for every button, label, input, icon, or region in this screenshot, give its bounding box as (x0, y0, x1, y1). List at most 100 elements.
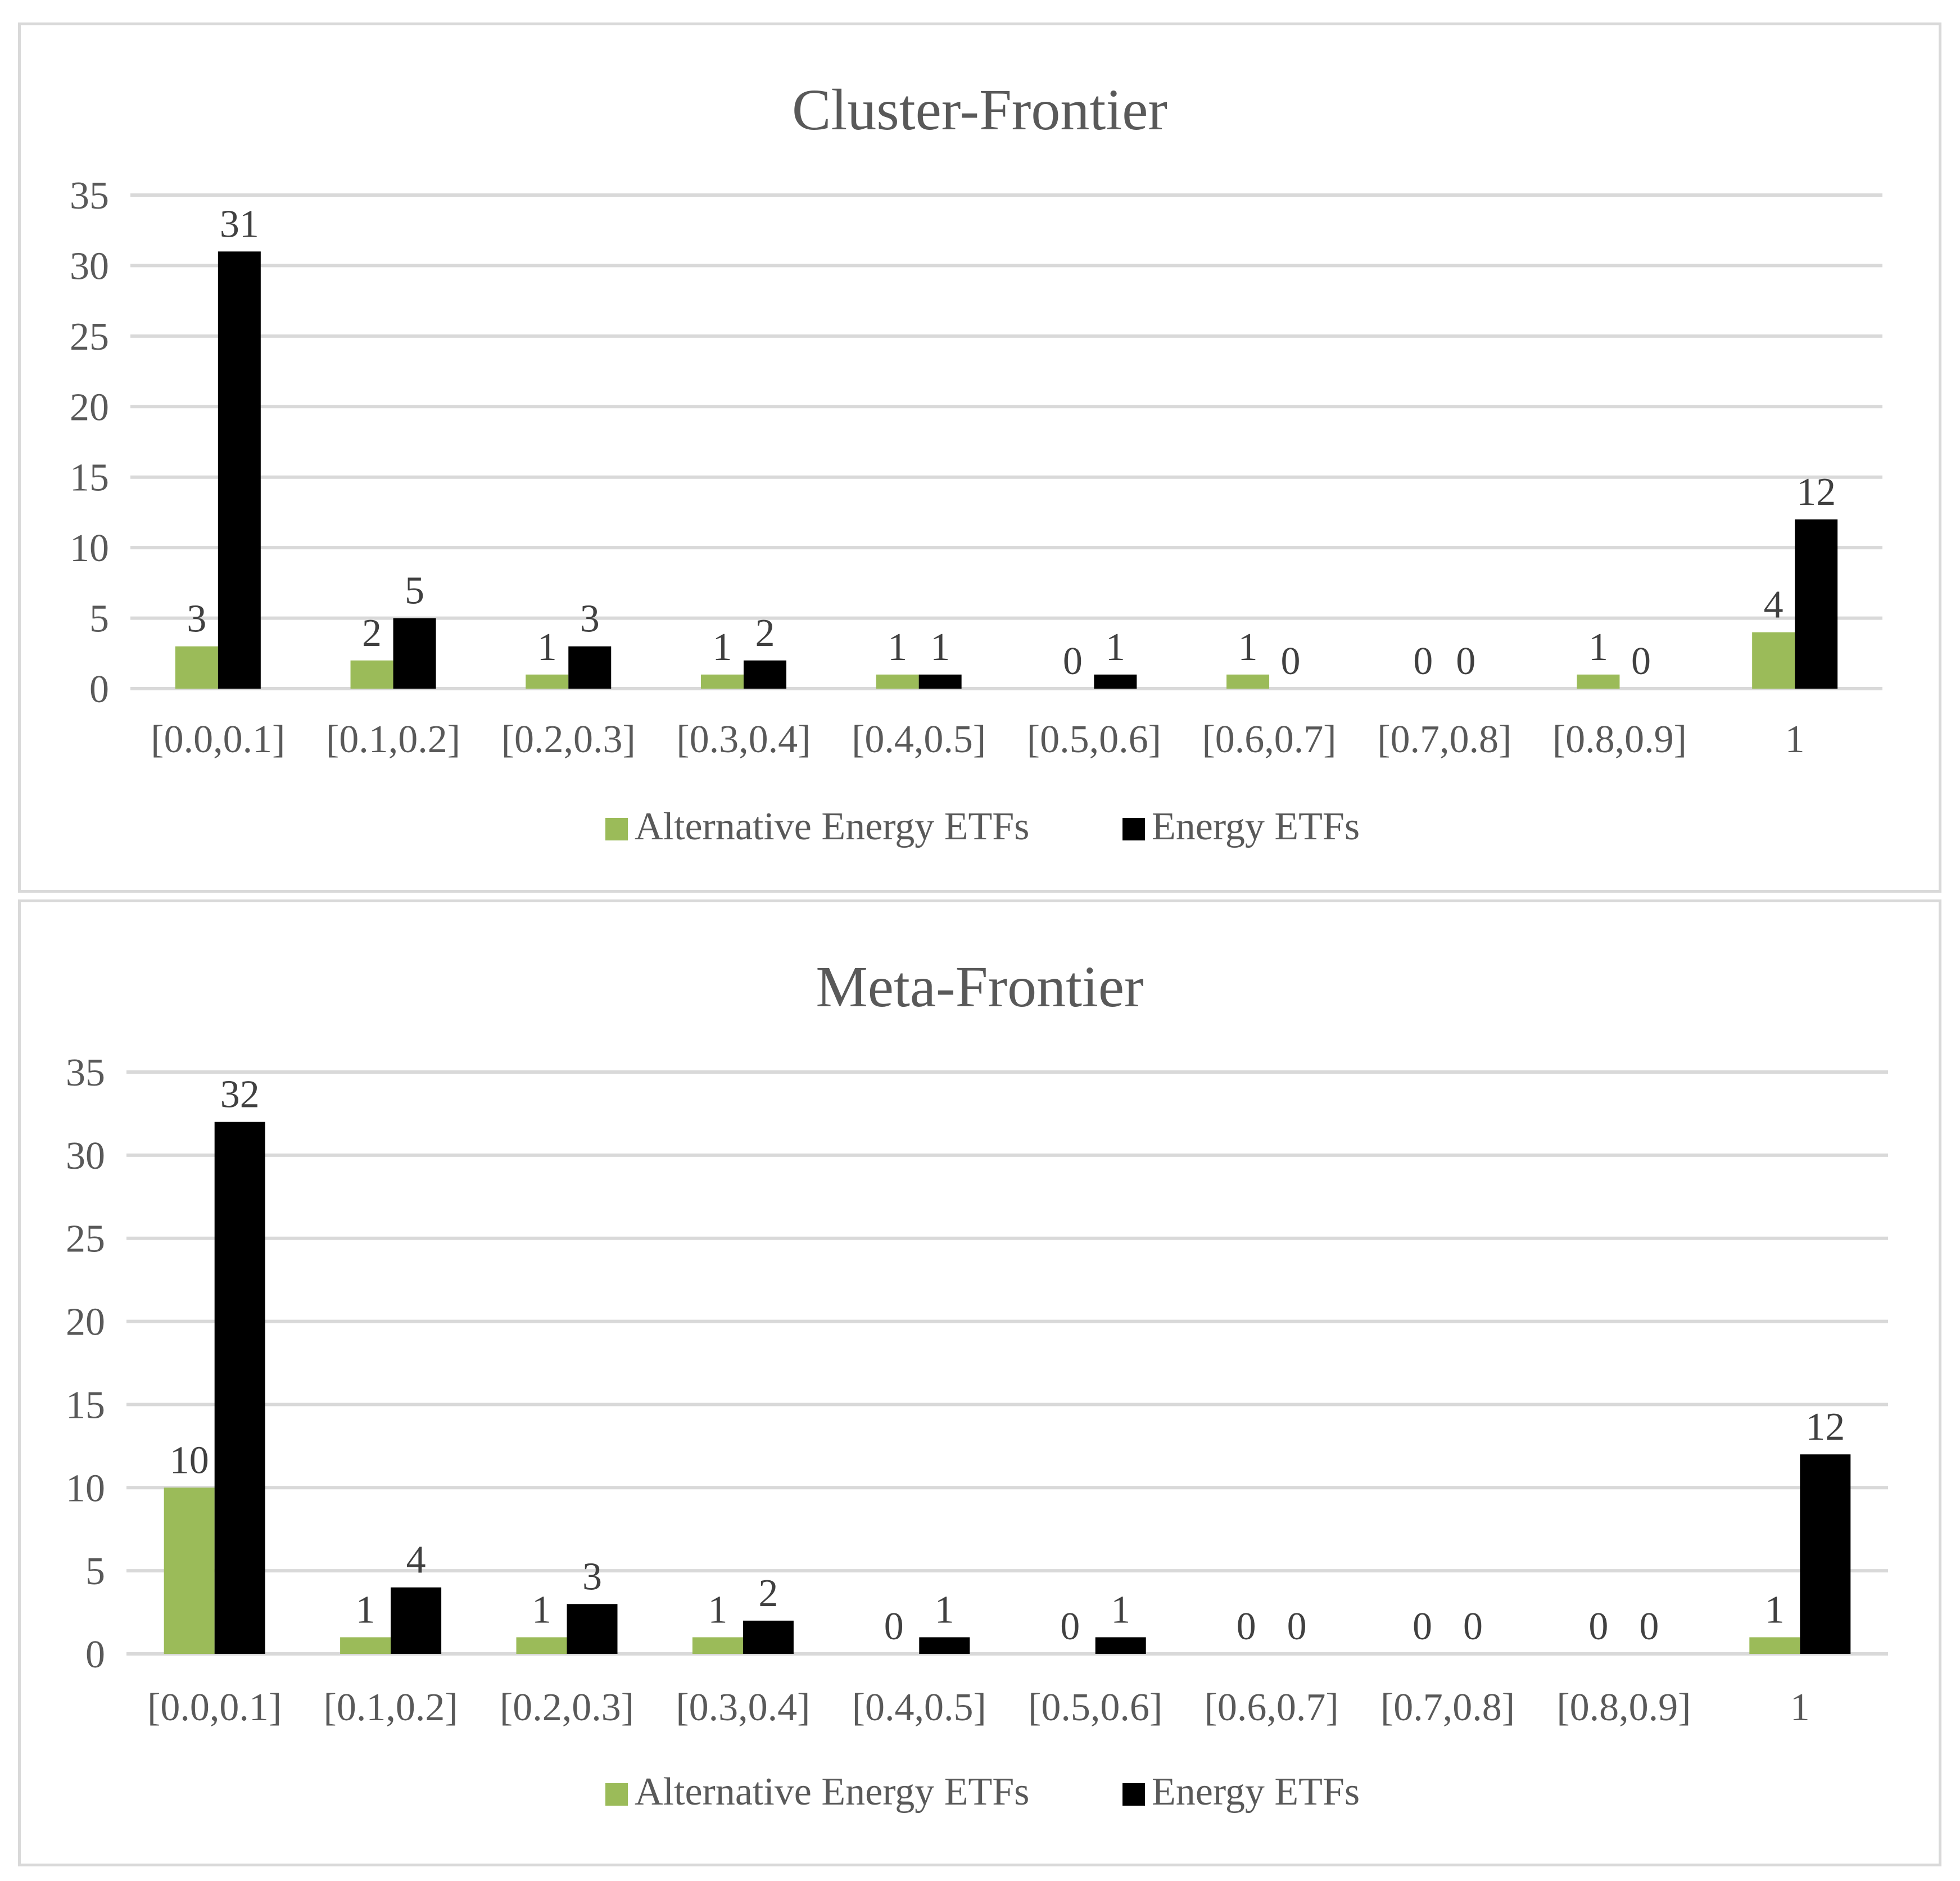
data-label: 0 (1413, 640, 1433, 683)
data-label: 1 (888, 626, 907, 669)
y-tick-label: 30 (66, 1134, 105, 1178)
data-label: 0 (1413, 1605, 1432, 1648)
y-tick-label: 0 (89, 668, 109, 711)
x-tick-label: [0.0,0.1] (147, 1686, 282, 1729)
x-tick-label: 1 (1785, 718, 1805, 761)
data-label: 1 (356, 1588, 375, 1631)
data-label: 0 (1463, 1605, 1483, 1648)
x-tick-label: [0.2,0.3] (500, 1686, 634, 1729)
data-label: 1 (537, 626, 557, 669)
y-tick-label: 15 (66, 1383, 105, 1427)
data-label: 4 (1764, 584, 1784, 627)
x-tick-label: [0.6,0.7] (1202, 718, 1336, 761)
bar-energy (1094, 674, 1137, 689)
bar-alternative (350, 660, 393, 689)
data-label: 3 (582, 1555, 602, 1598)
y-tick-label: 35 (66, 1051, 105, 1095)
data-label: 1 (1765, 1588, 1785, 1631)
chart-title: Meta-Frontier (816, 955, 1143, 1019)
data-label: 12 (1805, 1405, 1845, 1449)
bar-energy (393, 618, 436, 689)
data-label: 1 (1588, 626, 1608, 669)
x-tick-label: [0.8,0.9] (1556, 1686, 1691, 1729)
data-label: 0 (1281, 640, 1301, 683)
bar-alternative (1226, 674, 1270, 689)
y-tick-label: 5 (85, 1550, 105, 1593)
data-label: 0 (1456, 640, 1475, 683)
bar-alternative (164, 1487, 215, 1654)
y-tick-label: 20 (70, 386, 109, 429)
x-tick-label: [0.3,0.4] (676, 1686, 810, 1729)
y-tick-label: 10 (66, 1467, 105, 1510)
legend-label: Energy ETFs (1152, 805, 1360, 848)
bar-alternative (1577, 674, 1620, 689)
y-tick-label: 10 (70, 527, 109, 570)
bar-alternative (1749, 1637, 1800, 1654)
chart-title: Cluster-Frontier (792, 78, 1167, 142)
data-label: 1 (708, 1588, 727, 1631)
bar-energy (743, 1620, 794, 1654)
legend-label: Energy ETFs (1152, 1770, 1360, 1814)
legend-label: Alternative Energy ETFs (635, 1770, 1029, 1814)
x-tick-label: [0.4,0.5] (852, 1686, 986, 1729)
data-label: 0 (1060, 1605, 1080, 1648)
data-label: 3 (187, 598, 206, 641)
data-label: 1 (935, 1588, 954, 1631)
x-tick-label: [0.4,0.5] (852, 718, 986, 761)
y-tick-label: 5 (89, 598, 109, 641)
x-tick-label: [0.2,0.3] (501, 718, 636, 761)
data-label: 0 (1063, 640, 1083, 683)
bar-energy (218, 251, 261, 689)
data-label: 4 (406, 1539, 426, 1582)
bar-alternative (516, 1637, 567, 1654)
data-label: 1 (1111, 1588, 1130, 1631)
data-label: 1 (930, 626, 950, 669)
data-label: 0 (1631, 640, 1651, 683)
x-tick-label: 1 (1790, 1686, 1810, 1729)
y-tick-label: 25 (66, 1218, 105, 1261)
y-tick-label: 20 (66, 1301, 105, 1344)
bar-energy (214, 1122, 265, 1654)
bar-energy (918, 674, 962, 689)
x-tick-label: [0.6,0.7] (1205, 1686, 1339, 1729)
bar-alternative (700, 674, 744, 689)
data-label: 12 (1796, 471, 1836, 514)
x-tick-label: [0.0,0.1] (151, 718, 285, 761)
y-tick-label: 25 (70, 315, 109, 359)
legend-label: Alternative Energy ETFs (635, 805, 1029, 848)
legend-swatch (1122, 1783, 1145, 1806)
y-tick-label: 30 (70, 245, 109, 288)
bar-energy (743, 660, 786, 689)
data-label: 1 (1238, 626, 1258, 669)
y-tick-label: 15 (70, 456, 109, 500)
bar-alternative (692, 1637, 743, 1654)
data-label: 2 (755, 612, 775, 655)
data-label: 32 (220, 1073, 260, 1116)
data-label: 0 (1588, 1605, 1608, 1648)
meta-frontier-chart: Meta-Frontier 0 5 10 15 20 25 30 35 10 32 [0.0,0.1]… (18, 899, 1941, 1866)
data-label: 31 (220, 202, 259, 246)
bar-alternative (526, 674, 569, 689)
y-tick-label: 35 (70, 174, 109, 218)
data-label: 0 (884, 1605, 904, 1648)
data-label: 1 (712, 626, 732, 669)
x-tick-label: [0.7,0.8] (1377, 718, 1511, 761)
data-label: 2 (362, 612, 382, 655)
legend-swatch (605, 1783, 628, 1806)
data-label: 0 (1639, 1605, 1659, 1648)
x-tick-label: [0.3,0.4] (676, 718, 811, 761)
bar-energy (567, 1604, 618, 1654)
data-label: 10 (170, 1439, 209, 1482)
cluster-frontier-chart: Cluster-Frontier 0 5 10 15 20 25 30 35 3 31 [0.0,0.… (18, 22, 1941, 893)
bar-energy (919, 1637, 970, 1654)
x-tick-label: [0.1,0.2] (324, 1686, 458, 1729)
y-tick-label: 0 (85, 1633, 105, 1676)
bar-alternative (340, 1637, 391, 1654)
data-label: 0 (1287, 1605, 1307, 1648)
data-label: 3 (580, 598, 600, 641)
x-tick-label: [0.5,0.6] (1027, 718, 1161, 761)
bar-energy (391, 1587, 442, 1654)
legend-swatch (605, 818, 628, 840)
data-label: 0 (1237, 1605, 1256, 1648)
bar-energy (1800, 1454, 1851, 1654)
